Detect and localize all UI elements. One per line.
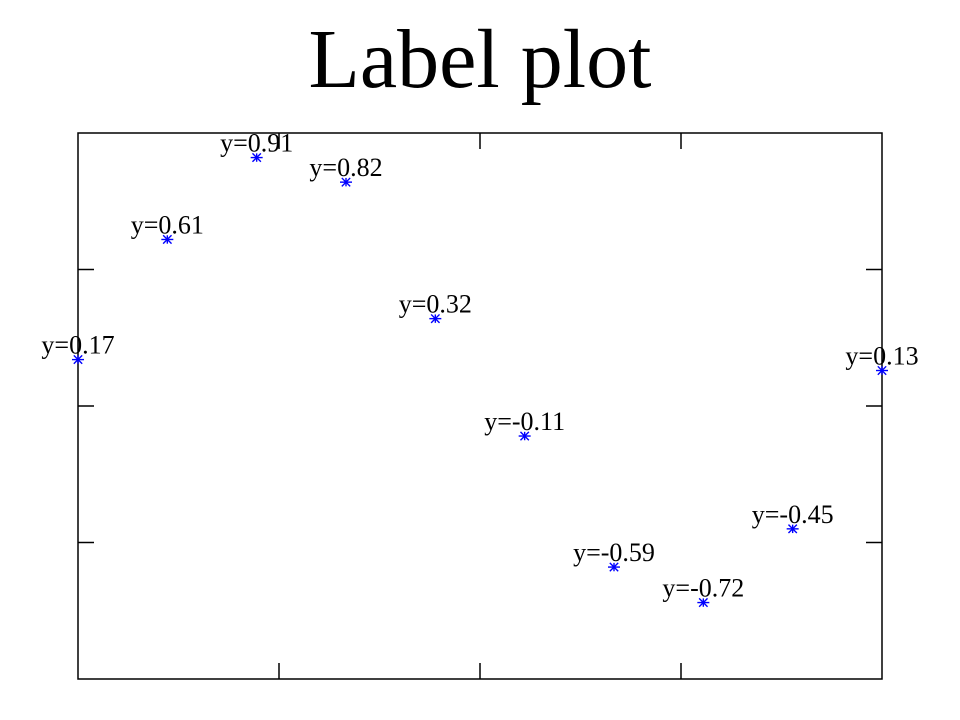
data-label-5: y=-0.11 (484, 407, 565, 436)
data-point-6 (608, 562, 620, 572)
data-point-8 (786, 524, 799, 534)
data-point-0 (72, 354, 84, 365)
data-label-2: y=0.91 (220, 129, 293, 158)
chart-title: Label plot (308, 13, 652, 106)
data-point-2 (250, 152, 263, 163)
data-point-1 (161, 234, 174, 245)
data-point-5 (518, 431, 531, 441)
data-label-7: y=-0.72 (662, 574, 744, 603)
data-point-7 (697, 597, 710, 608)
data-markers (72, 152, 888, 608)
data-label-1: y=0.61 (131, 210, 204, 239)
axis-ticks (78, 133, 882, 679)
data-labels: y=0.17 y=0.61 y=0.91 y=0.82 y=0.32 y=-0.11 y=-… (41, 129, 918, 603)
data-point-9 (876, 365, 888, 376)
data-label-0: y=0.17 (41, 331, 114, 360)
data-label-6: y=-0.59 (573, 538, 655, 567)
data-label-9: y=0.13 (845, 342, 918, 371)
data-point-4 (429, 313, 442, 324)
data-label-4: y=0.32 (399, 290, 472, 319)
data-label-8: y=-0.45 (752, 500, 834, 529)
data-label-3: y=0.82 (309, 153, 382, 182)
data-point-3 (340, 177, 352, 187)
